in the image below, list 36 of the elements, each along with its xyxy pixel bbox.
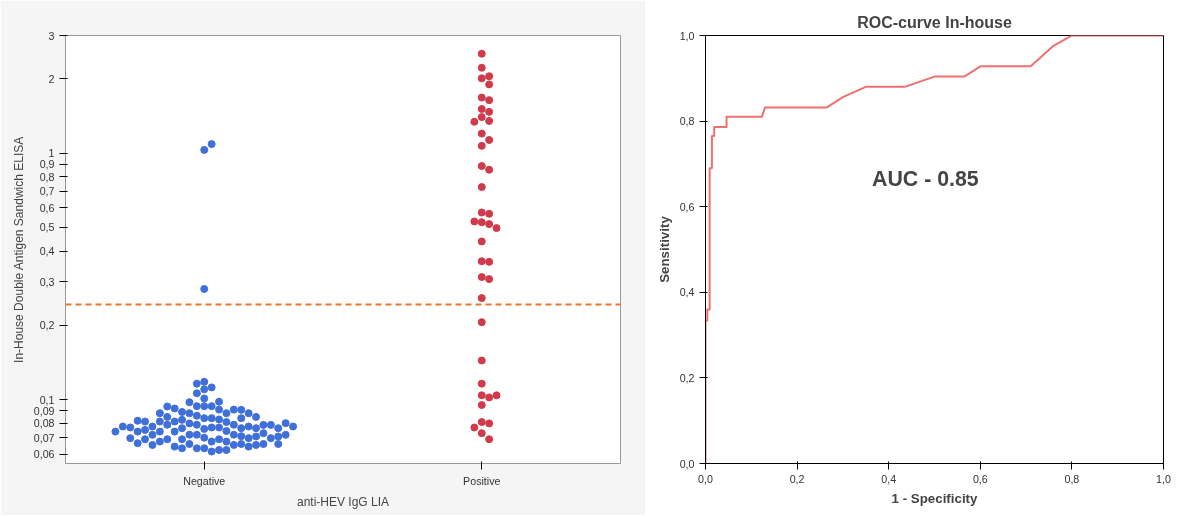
y-tick-label: 0,8 [39, 170, 55, 183]
x-tick-label: 0,2 [789, 472, 805, 485]
y-tick-label: 0,2 [39, 319, 55, 332]
chart-title: ROC-curve In-house [857, 13, 1012, 31]
x-axis-title: 1 - Specificity [891, 490, 979, 506]
y-tick-label: 0,06 [33, 448, 55, 461]
y-tick-label: 0,6 [39, 201, 55, 214]
x-tick-label: Negative [183, 474, 226, 487]
x-tick-label: Positive [463, 474, 501, 487]
y-axis-title: In-House Double Antigen Sandwich ELISA [11, 136, 26, 363]
y-axis-title: Sensitivity [656, 215, 672, 283]
x-tick-label: 0,4 [881, 472, 897, 485]
x-tick-label: 0,6 [972, 472, 988, 485]
x-tick-label: 0,8 [1064, 472, 1080, 485]
y-tick-label: 0,09 [33, 404, 55, 417]
y-tick-label: 0,4 [679, 286, 695, 299]
y-tick-label: 2 [48, 72, 55, 85]
y-tick-label: 0,2 [679, 371, 695, 384]
y-tick-label: 0,5 [39, 221, 55, 234]
x-tick-label: 0,0 [698, 472, 713, 485]
y-tick-label: 0,7 [39, 185, 55, 198]
y-tick-label: 0,1 [39, 393, 55, 406]
y-tick-label: 0,08 [33, 417, 55, 430]
x-axis-title: anti-HEV IgG LIA [296, 494, 390, 509]
y-tick-label: 0,4 [39, 245, 55, 258]
y-tick-label: 0,07 [33, 431, 55, 444]
y-tick-label: 0,8 [679, 115, 695, 128]
annotation: AUC - 0.85 [872, 167, 979, 192]
y-tick-label: 1,0 [679, 29, 695, 42]
y-tick-label: 1 [48, 147, 55, 160]
x-tick-label: 1,0 [1156, 472, 1171, 485]
y-tick-label: 3 [48, 29, 55, 42]
y-tick-label: 0,3 [39, 275, 55, 288]
y-tick-label: 0,9 [39, 158, 55, 171]
y-tick-label: 0,0 [679, 457, 695, 470]
y-tick-label: 0,6 [679, 200, 695, 213]
